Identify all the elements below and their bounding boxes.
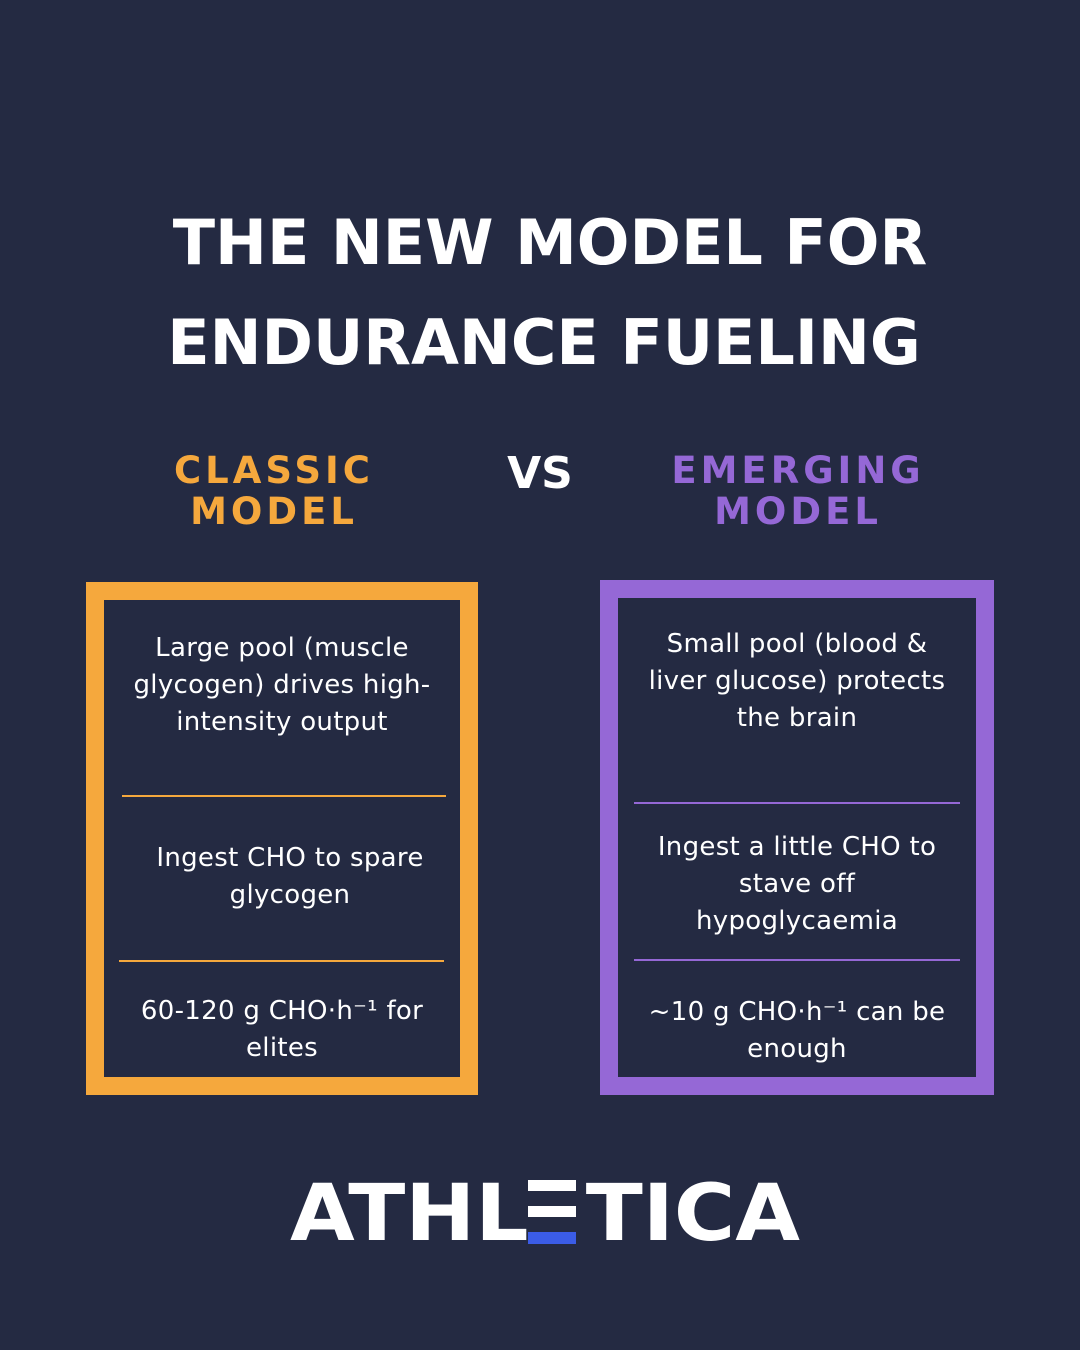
- versus-label: VS: [507, 448, 573, 499]
- emerging-divider-2: [634, 959, 960, 961]
- emerging-point-1: Small pool (blood & liver glucose) prote…: [648, 629, 946, 733]
- page-title-line-1: THE NEW MODEL FOR: [172, 206, 928, 279]
- classic-divider-1: [122, 795, 446, 797]
- classic-heading-line-1: CLASSIC: [174, 449, 374, 492]
- logo-e-bar-middle: [528, 1206, 576, 1217]
- emerging-model-card: [600, 580, 994, 1095]
- emerging-point-3: ~10 g CHO·h⁻¹ can be enough: [648, 997, 946, 1064]
- athletica-logo: ATHLETICA: [290, 1176, 800, 1248]
- logo-e-bar-top: [528, 1180, 576, 1191]
- emerging-model-heading: EMERGING MODEL: [618, 450, 978, 532]
- classic-model-heading: CLASSIC MODEL: [94, 450, 454, 532]
- classic-point-1: Large pool (muscle glycogen) drives high…: [133, 633, 431, 737]
- logo-e-bar-accent: [528, 1232, 576, 1244]
- classic-point-3: 60-120 g CHO·h⁻¹ for elites: [140, 996, 424, 1063]
- emerging-heading-line-2: MODEL: [714, 490, 882, 533]
- classic-model-card: [86, 582, 478, 1095]
- page-title-line-2: ENDURANCE FUELING: [167, 306, 921, 379]
- classic-point-2: Ingest CHO to spare glycogen: [156, 843, 424, 910]
- emerging-divider-1: [634, 802, 960, 804]
- emerging-point-2: Ingest a little CHO to stave off hypogly…: [657, 832, 937, 936]
- classic-heading-line-2: MODEL: [190, 490, 358, 533]
- classic-divider-2: [119, 960, 444, 962]
- emerging-heading-line-1: EMERGING: [671, 449, 925, 492]
